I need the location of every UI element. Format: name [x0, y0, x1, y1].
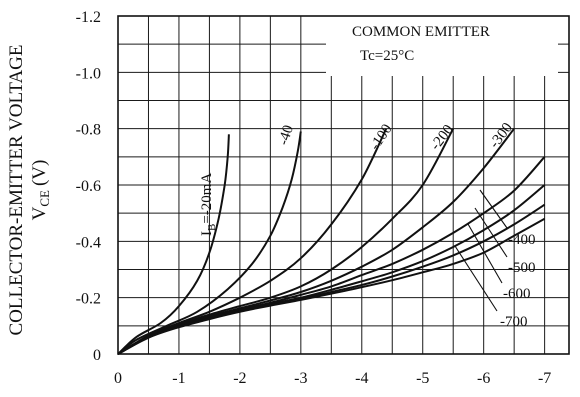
- y-tick-label: -0.8: [76, 122, 101, 139]
- series-label-ib-symbol: I: [199, 231, 215, 236]
- series-label-leader: [479, 189, 508, 229]
- series-label: -500: [508, 260, 536, 276]
- series-line: [117, 128, 455, 355]
- annotation-line-1: COMMON EMITTER: [352, 24, 490, 40]
- y-tick-label: 0: [93, 347, 101, 364]
- series-line: [117, 217, 546, 355]
- y-tick-label: -1.2: [76, 9, 101, 26]
- annotation-line-2: Tc=25°C: [360, 48, 414, 64]
- series-label: -100: [367, 121, 396, 153]
- y-axis-title-subscript: CE: [37, 190, 52, 207]
- series-label: -700: [500, 314, 528, 330]
- series-label: -400: [508, 232, 536, 248]
- series-label-leader: [467, 223, 503, 284]
- series-label-ib-20ma: IB=-20mA: [199, 173, 218, 236]
- x-tick-label: 0: [114, 370, 122, 387]
- x-tick-label: -7: [538, 370, 551, 387]
- plot-frame: [117, 15, 570, 355]
- y-tick-label: -0.2: [76, 291, 101, 308]
- y-axis-title-symbol: V: [29, 206, 50, 220]
- series-label-ib-subscript: B: [206, 224, 218, 231]
- x-tick-label: -3: [294, 370, 307, 387]
- y-axis-title-unit: (V): [29, 160, 50, 186]
- series-label: -200: [428, 122, 458, 154]
- series-line: [117, 131, 302, 355]
- x-tick-label: -6: [477, 370, 490, 387]
- x-tick-label: -1: [172, 370, 185, 387]
- series-label: -300: [487, 120, 517, 152]
- series-label-ib-value: =-20mA: [199, 173, 215, 224]
- series-line: [117, 134, 230, 355]
- series-label: -600: [503, 286, 531, 302]
- tick-labels: 0 -1 -2 -3 -4 -5 -6 -7 0 -0.2 -0.4 -0.6 -0.8 -1.0 -1.2: [76, 9, 552, 387]
- x-tick-label: -5: [416, 370, 429, 387]
- y-tick-label: -0.6: [76, 178, 101, 195]
- y-tick-label: -1.0: [76, 65, 101, 82]
- annotation-background: [326, 16, 558, 76]
- series-line: [117, 128, 388, 355]
- annotation-box: COMMON EMITTER Tc=25°C: [326, 16, 558, 76]
- curves: [117, 128, 546, 355]
- series-label: -40: [276, 123, 297, 147]
- x-tick-label: -2: [233, 370, 246, 387]
- y-axis-title-line-2: VCE (V): [29, 160, 52, 221]
- curve-labels: IB=-20mA -40 -100 -200 -300 -400 -500 -600 -700: [199, 120, 536, 330]
- series-label-leader: [454, 245, 498, 312]
- y-axis-title-line-1: COLLECTOR-EMITTER VOLTAGE: [6, 44, 27, 335]
- series-label-leader: [474, 207, 508, 258]
- x-tick-label: -4: [355, 370, 368, 387]
- y-tick-label: -0.4: [76, 234, 101, 251]
- y-axis-title: COLLECTOR-EMITTER VOLTAGE VCE (V): [6, 44, 52, 335]
